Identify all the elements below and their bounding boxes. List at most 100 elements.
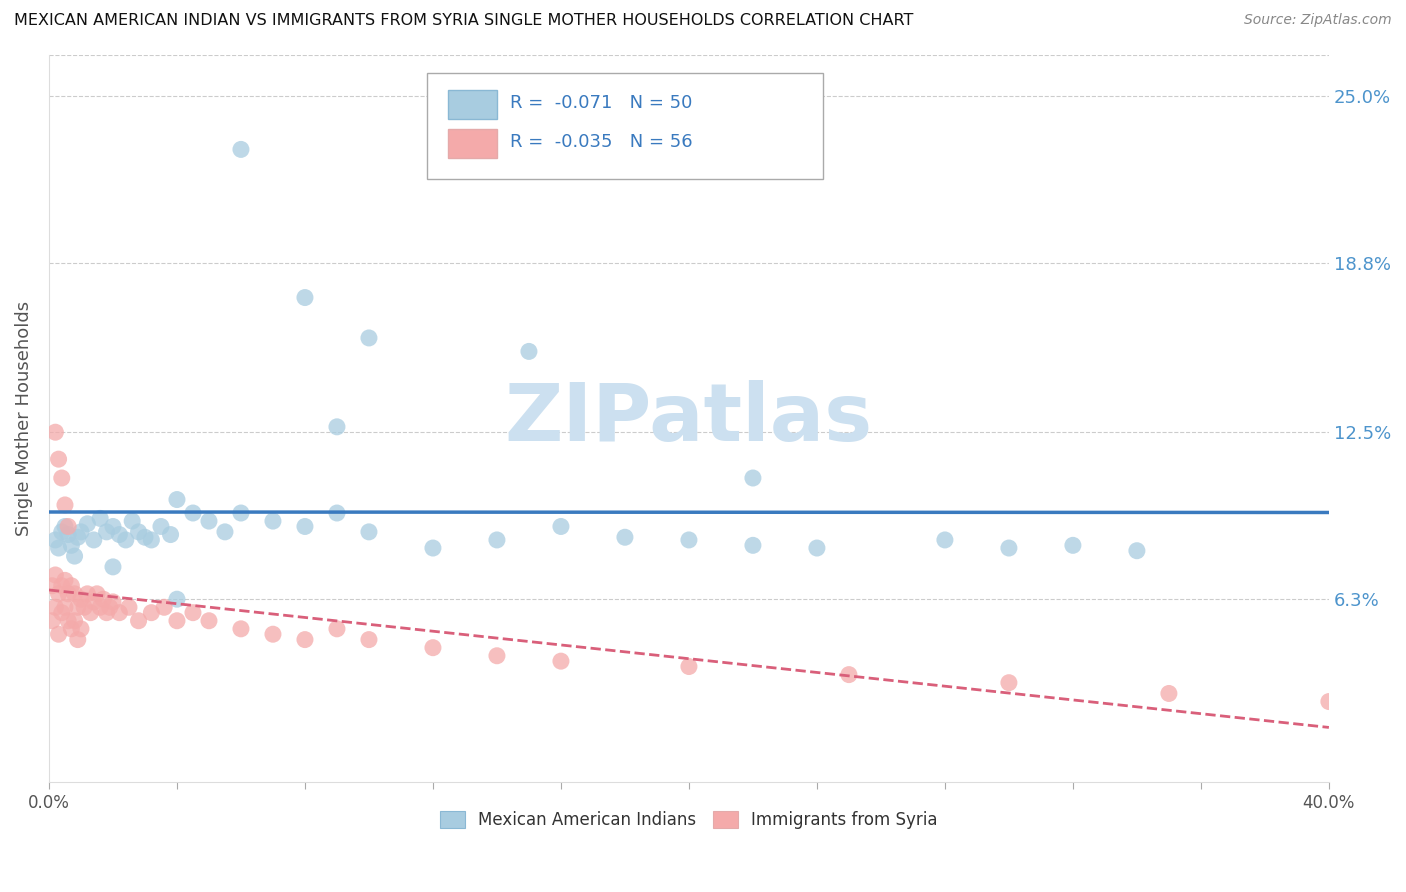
Point <box>118 600 141 615</box>
Point <box>678 533 700 547</box>
Point <box>422 640 444 655</box>
Point <box>294 519 316 533</box>
Y-axis label: Single Mother Households: Single Mother Households <box>15 301 32 536</box>
Text: ZIPatlas: ZIPatlas <box>505 380 873 458</box>
Point <box>60 579 83 593</box>
Text: R =  -0.071   N = 50: R = -0.071 N = 50 <box>510 95 692 112</box>
Point <box>294 291 316 305</box>
Point <box>48 627 70 641</box>
Point <box>53 498 76 512</box>
Point <box>108 606 131 620</box>
Point <box>998 541 1021 555</box>
Point <box>153 600 176 615</box>
Point <box>166 614 188 628</box>
Point <box>121 514 143 528</box>
Point <box>422 541 444 555</box>
Point <box>89 511 111 525</box>
Point <box>1317 694 1340 708</box>
Point <box>262 514 284 528</box>
Point <box>53 519 76 533</box>
Text: MEXICAN AMERICAN INDIAN VS IMMIGRANTS FROM SYRIA SINGLE MOTHER HOUSEHOLDS CORREL: MEXICAN AMERICAN INDIAN VS IMMIGRANTS FR… <box>14 13 914 29</box>
Point <box>56 527 79 541</box>
Point <box>229 622 252 636</box>
Point <box>63 614 86 628</box>
Point <box>56 519 79 533</box>
Point <box>101 595 124 609</box>
Point <box>48 587 70 601</box>
Point <box>83 533 105 547</box>
Point <box>934 533 956 547</box>
Point <box>1157 686 1180 700</box>
Point <box>357 524 380 539</box>
Point <box>141 533 163 547</box>
Point <box>134 530 156 544</box>
Point <box>51 579 73 593</box>
Point <box>517 344 540 359</box>
Point <box>63 587 86 601</box>
Point <box>149 519 172 533</box>
Point <box>101 519 124 533</box>
Point <box>44 568 66 582</box>
Point <box>326 622 349 636</box>
Point <box>326 506 349 520</box>
Point <box>73 600 96 615</box>
Point <box>742 471 765 485</box>
Point <box>613 530 636 544</box>
Point <box>181 606 204 620</box>
Point <box>114 533 136 547</box>
Point <box>48 541 70 555</box>
Text: Source: ZipAtlas.com: Source: ZipAtlas.com <box>1244 13 1392 28</box>
Point <box>96 606 118 620</box>
Point <box>96 524 118 539</box>
Point <box>550 519 572 533</box>
Point <box>70 592 93 607</box>
FancyBboxPatch shape <box>449 90 496 120</box>
Point <box>93 592 115 607</box>
Legend: Mexican American Indians, Immigrants from Syria: Mexican American Indians, Immigrants fro… <box>433 805 945 836</box>
Text: R =  -0.035   N = 56: R = -0.035 N = 56 <box>510 134 692 152</box>
Point <box>181 506 204 520</box>
Point <box>128 614 150 628</box>
Point <box>166 492 188 507</box>
Point <box>357 632 380 647</box>
Point <box>89 600 111 615</box>
Point <box>101 560 124 574</box>
Point <box>60 538 83 552</box>
Point <box>70 622 93 636</box>
Point <box>294 632 316 647</box>
Point <box>44 425 66 440</box>
Point <box>63 549 86 563</box>
Point <box>53 574 76 588</box>
Point <box>1126 543 1149 558</box>
Point <box>51 471 73 485</box>
Point <box>76 516 98 531</box>
Point <box>98 600 121 615</box>
Point <box>166 592 188 607</box>
FancyBboxPatch shape <box>426 73 824 178</box>
Point <box>262 627 284 641</box>
Point <box>51 606 73 620</box>
Point <box>198 614 221 628</box>
Point <box>485 648 508 663</box>
Point <box>66 600 89 615</box>
Point <box>1062 538 1084 552</box>
Point <box>53 600 76 615</box>
Point <box>48 452 70 467</box>
Point <box>83 595 105 609</box>
Point <box>41 614 63 628</box>
Point <box>128 524 150 539</box>
Point <box>44 600 66 615</box>
Point <box>838 667 860 681</box>
Point <box>550 654 572 668</box>
Point <box>229 142 252 156</box>
Point <box>742 538 765 552</box>
Point <box>141 606 163 620</box>
Point <box>86 587 108 601</box>
FancyBboxPatch shape <box>449 129 496 159</box>
Point <box>678 659 700 673</box>
Point <box>326 420 349 434</box>
Point <box>214 524 236 539</box>
Point <box>60 622 83 636</box>
Point <box>159 527 181 541</box>
Point <box>198 514 221 528</box>
